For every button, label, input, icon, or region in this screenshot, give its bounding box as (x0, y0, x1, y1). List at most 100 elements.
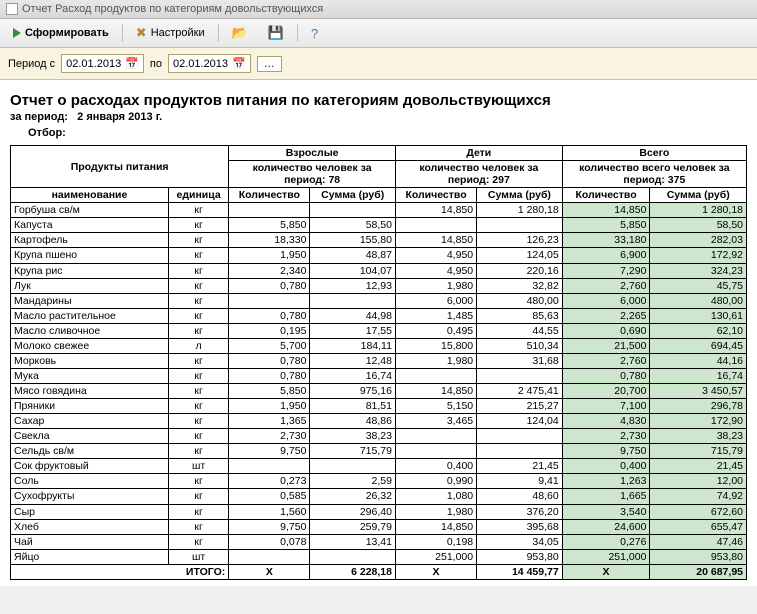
hdr-kids-sub: количество человек за период: 297 (395, 161, 562, 188)
cell-kid-qty (395, 444, 476, 459)
cell-adult-sum: 58,50 (310, 218, 396, 233)
cell-unit: кг (168, 489, 228, 504)
cell-name: Свекла (11, 429, 169, 444)
cell-total-sum: 3 450,57 (650, 384, 747, 399)
cell-adult-qty: 0,585 (229, 489, 310, 504)
cell-adult-sum (310, 203, 396, 218)
total-kid-qty: X (395, 564, 476, 579)
table-row: Яйцошт251,000953,80251,000953,80 (11, 549, 747, 564)
cell-total-qty: 2,760 (562, 278, 650, 293)
cell-total-qty: 9,750 (562, 444, 650, 459)
hdr-name: наименование (11, 188, 169, 203)
cell-unit: кг (168, 353, 228, 368)
table-row: Морковькг0,78012,481,98031,682,76044,16 (11, 353, 747, 368)
cell-kid-sum: 215,27 (477, 399, 563, 414)
cell-unit: кг (168, 384, 228, 399)
report-title: Отчет о расходах продуктов питания по ка… (10, 92, 747, 109)
date-from-field[interactable]: 02.01.2013 📅 (61, 54, 144, 73)
cell-adult-qty: 5,850 (229, 384, 310, 399)
cell-name: Картофель (11, 233, 169, 248)
cell-kid-qty: 0,400 (395, 459, 476, 474)
date-to-field[interactable]: 02.01.2013 📅 (168, 54, 251, 73)
cell-total-qty: 4,830 (562, 414, 650, 429)
cell-adult-qty: 18,330 (229, 233, 310, 248)
cell-total-sum: 715,79 (650, 444, 747, 459)
cell-kid-sum: 126,23 (477, 233, 563, 248)
table-row: Солькг0,2732,590,9909,411,26312,00 (11, 474, 747, 489)
cell-total-qty: 6,000 (562, 293, 650, 308)
cell-kid-qty: 15,800 (395, 338, 476, 353)
cell-adult-sum: 44,98 (310, 308, 396, 323)
cell-total-sum: 12,00 (650, 474, 747, 489)
total-total-sum: 20 687,95 (650, 564, 747, 579)
cell-kid-sum: 44,55 (477, 323, 563, 338)
total-adult-sum: 6 228,18 (310, 564, 396, 579)
cell-name: Горбуша св/м (11, 203, 169, 218)
cell-unit: кг (168, 293, 228, 308)
cell-adult-sum (310, 459, 396, 474)
calendar-icon[interactable]: 📅 (125, 57, 139, 70)
table-row: Мясо говядинакг5,850975,1614,8502 475,41… (11, 384, 747, 399)
date-from-value: 02.01.2013 (66, 58, 121, 70)
table-row: Масло сливочноекг0,19517,550,49544,550,6… (11, 323, 747, 338)
cell-unit: кг (168, 519, 228, 534)
calendar-icon[interactable]: 📅 (232, 57, 246, 70)
cell-adult-qty: 0,195 (229, 323, 310, 338)
cell-adult-qty: 2,340 (229, 263, 310, 278)
settings-button[interactable]: ✖ Настройки (129, 22, 212, 44)
cell-adult-qty: 1,560 (229, 504, 310, 519)
report-table: Продукты питания Взрослые Дети Всего кол… (10, 145, 747, 580)
table-row: Луккг0,78012,931,98032,822,76045,75 (11, 278, 747, 293)
form-button[interactable]: Сформировать (6, 24, 116, 42)
cell-adult-sum: 104,07 (310, 263, 396, 278)
cell-total-qty: 0,780 (562, 368, 650, 383)
cell-adult-qty: 0,780 (229, 308, 310, 323)
cell-kid-qty: 1,980 (395, 353, 476, 368)
cell-total-qty: 24,600 (562, 519, 650, 534)
cell-kid-sum: 953,80 (477, 549, 563, 564)
table-row: Горбуша св/мкг14,8501 280,1814,8501 280,… (11, 203, 747, 218)
hdr-unit: единица (168, 188, 228, 203)
hdr-adults: Взрослые (229, 146, 396, 161)
table-row: Пряникикг1,95081,515,150215,277,100296,7… (11, 399, 747, 414)
cell-kid-sum: 31,68 (477, 353, 563, 368)
cell-unit: л (168, 338, 228, 353)
report-period: за период: 2 января 2013 г. (10, 111, 747, 123)
open-button[interactable]: 📂 (225, 22, 255, 44)
folder-icon: 📂 (232, 25, 248, 41)
cell-unit: кг (168, 233, 228, 248)
cell-total-qty: 2,730 (562, 429, 650, 444)
cell-kid-sum: 34,05 (477, 534, 563, 549)
cell-unit: кг (168, 203, 228, 218)
cell-adult-qty: 1,950 (229, 399, 310, 414)
cell-adult-sum: 296,40 (310, 504, 396, 519)
cell-adult-sum: 155,80 (310, 233, 396, 248)
help-button[interactable]: ? (304, 23, 325, 44)
cell-total-sum: 672,60 (650, 504, 747, 519)
cell-total-sum: 47,46 (650, 534, 747, 549)
cell-total-sum: 1 280,18 (650, 203, 747, 218)
table-row: Мукакг0,78016,740,78016,74 (11, 368, 747, 383)
cell-kid-sum: 376,20 (477, 504, 563, 519)
separator (297, 24, 298, 42)
cell-total-qty: 14,850 (562, 203, 650, 218)
cell-kid-sum: 32,82 (477, 278, 563, 293)
cell-name: Мандарины (11, 293, 169, 308)
cell-adult-qty: 5,700 (229, 338, 310, 353)
cell-kid-sum (477, 218, 563, 233)
period-ellipsis-button[interactable]: … (257, 56, 282, 72)
table-total-row: ИТОГО:X6 228,18X14 459,77X20 687,95 (11, 564, 747, 579)
table-row: Сок фруктовыйшт0,40021,450,40021,45 (11, 459, 747, 474)
cell-kid-sum: 9,41 (477, 474, 563, 489)
table-row: Свеклакг2,73038,232,73038,23 (11, 429, 747, 444)
cell-unit: шт (168, 459, 228, 474)
cell-adult-qty: 0,780 (229, 353, 310, 368)
cell-kid-qty: 0,495 (395, 323, 476, 338)
cell-unit: кг (168, 218, 228, 233)
report-table-body: Горбуша св/мкг14,8501 280,1814,8501 280,… (11, 203, 747, 580)
save-button[interactable]: 💾 (261, 22, 291, 44)
table-row: Сыркг1,560296,401,980376,203,540672,60 (11, 504, 747, 519)
cell-adult-qty: 5,850 (229, 218, 310, 233)
cell-total-sum: 38,23 (650, 429, 747, 444)
cell-adult-sum: 17,55 (310, 323, 396, 338)
